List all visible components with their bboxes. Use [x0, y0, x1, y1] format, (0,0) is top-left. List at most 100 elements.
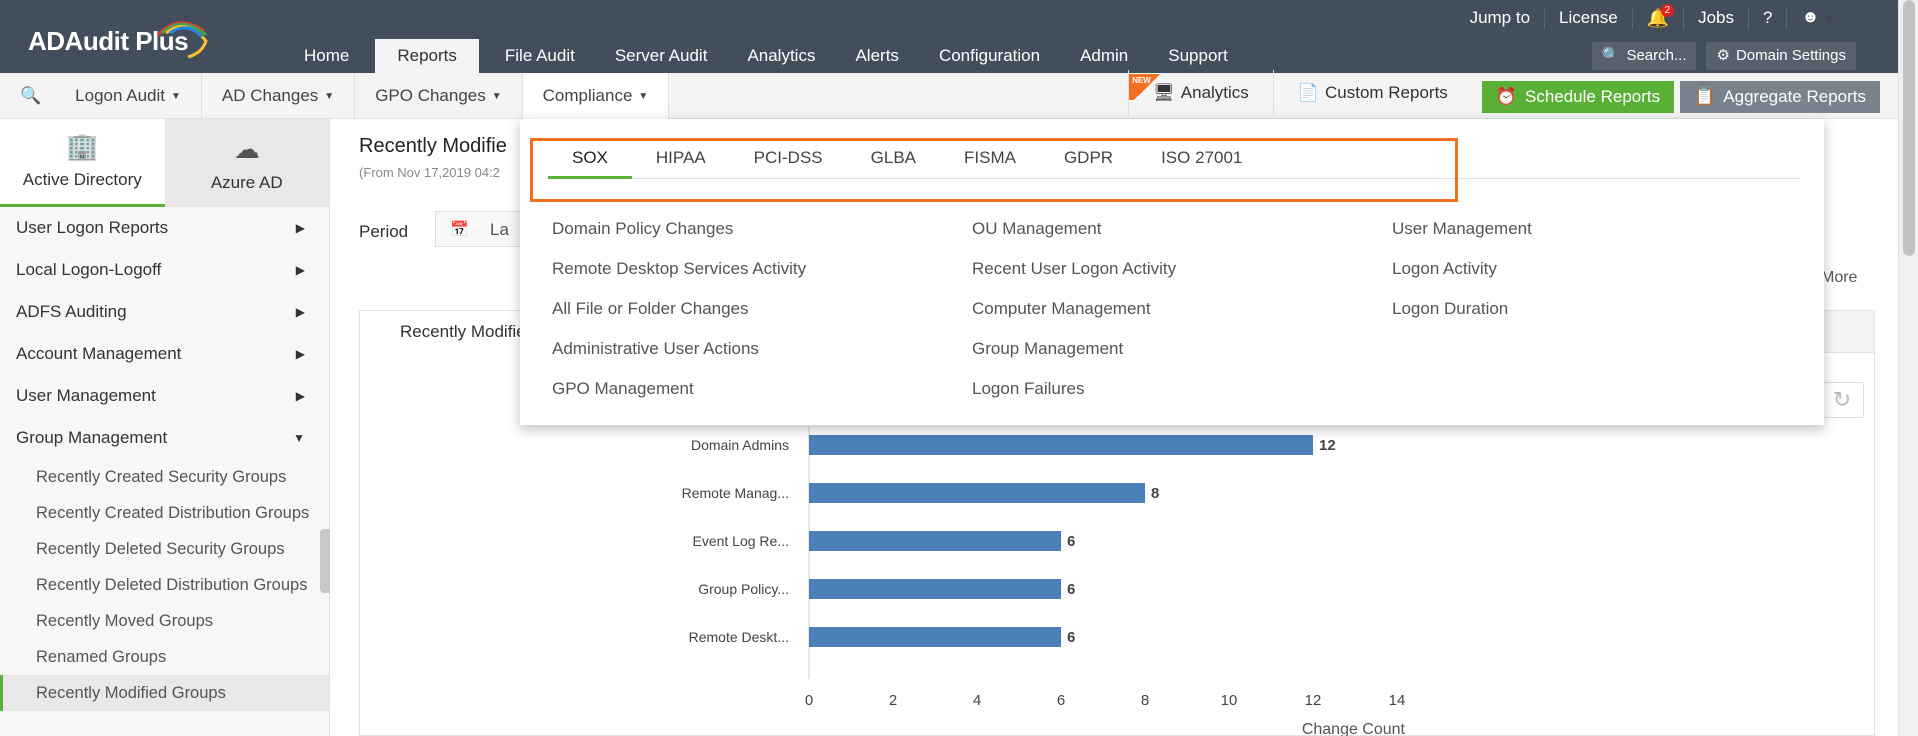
- chevron-down-icon: ▼: [1824, 13, 1834, 25]
- subnav-ad-changes-label: AD Changes: [221, 86, 319, 105]
- nav-admin[interactable]: Admin: [1080, 46, 1129, 65]
- report-link[interactable]: OU Management: [972, 219, 1102, 238]
- page-scrollbar[interactable]: [1898, 0, 1918, 736]
- subnav-gpo-changes[interactable]: GPO Changes ▼: [355, 73, 523, 119]
- nav-file-audit[interactable]: File Audit: [504, 46, 575, 65]
- nav-server-audit[interactable]: Server Audit: [614, 46, 708, 65]
- search-icon: 🔍: [20, 86, 42, 105]
- user-menu[interactable]: ☻ ▼: [1787, 6, 1848, 31]
- chevron-right-icon: ▶: [295, 263, 305, 277]
- report-link[interactable]: Group Management: [972, 339, 1124, 358]
- sidebar-item-recently-created-security-groups[interactable]: Recently Created Security Groups: [36, 468, 287, 486]
- report-link[interactable]: Remote Desktop Services Activity: [552, 259, 807, 278]
- schedule-reports-button[interactable]: ⏰ Schedule Reports: [1481, 81, 1675, 113]
- period-selector[interactable]: 📅 La: [435, 211, 535, 247]
- report-link[interactable]: Logon Activity: [1392, 259, 1497, 278]
- sidebar-item-recently-modified-groups[interactable]: Recently Modified Groups: [0, 675, 329, 711]
- cloud-icon: ☁: [233, 134, 260, 164]
- sidebar-item-recently-moved-groups[interactable]: Recently Moved Groups: [36, 612, 213, 630]
- building-icon: 🏢: [66, 131, 99, 161]
- sidebar-group-account-management[interactable]: Account Management ▶: [0, 333, 329, 375]
- domain-settings-button[interactable]: ⚙ Domain Settings: [1706, 42, 1856, 70]
- tab-pci-dss[interactable]: PCI-DSS: [753, 148, 823, 167]
- nav-home[interactable]: Home: [304, 46, 350, 65]
- tab-gdpr[interactable]: GDPR: [1063, 148, 1114, 167]
- logo-arc-icon: [156, 21, 208, 59]
- sidebar-group-label: User Logon Reports: [16, 218, 169, 237]
- nav-reports[interactable]: Reports: [375, 39, 479, 73]
- sidebar-group-label: ADFS Auditing: [16, 302, 127, 321]
- custom-reports-link[interactable]: 📄 Custom Reports: [1272, 70, 1472, 116]
- sidebar-item-renamed-groups[interactable]: Renamed Groups: [36, 648, 167, 666]
- report-link[interactable]: Recent User Logon Activity: [972, 259, 1177, 278]
- sidebar-item-recently-deleted-distribution-groups[interactable]: Recently Deleted Distribution Groups: [36, 576, 308, 594]
- more-link[interactable]: More: [1821, 269, 1858, 286]
- report-link[interactable]: Domain Policy Changes: [552, 219, 734, 238]
- jobs-link[interactable]: Jobs: [1684, 7, 1749, 29]
- nav-configuration[interactable]: Configuration: [938, 46, 1041, 65]
- jump-to-link[interactable]: Jump to: [1456, 7, 1546, 29]
- compliance-dropdown: SOX HIPAA PCI-DSS GLBA FISMA GDPR ISO 27…: [520, 119, 1824, 425]
- chevron-right-icon: ▶: [295, 305, 305, 319]
- refresh-button[interactable]: ↻: [1820, 382, 1864, 418]
- gear-icon: ⚙: [1716, 47, 1730, 64]
- tab-sox[interactable]: SOX: [548, 147, 632, 179]
- sidebar-group-user-logon-reports[interactable]: User Logon Reports ▶: [0, 207, 329, 249]
- report-link[interactable]: Logon Failures: [972, 379, 1085, 398]
- sidebar-collapse-handle[interactable]: [320, 529, 330, 593]
- aggregate-reports-button[interactable]: 📋 Aggregate Reports: [1680, 81, 1880, 113]
- help-link[interactable]: ?: [1749, 7, 1788, 29]
- report-link[interactable]: Administrative User Actions: [552, 339, 759, 358]
- subnav-logon-audit[interactable]: Logon Audit ▼: [55, 73, 202, 119]
- analytics-link[interactable]: NEW 🖥 Analytics: [1128, 70, 1273, 116]
- new-flag-label: NEW: [1132, 76, 1151, 85]
- subnav-gpo-changes-label: GPO Changes: [375, 86, 486, 105]
- notifications-button[interactable]: 🔔 2: [1633, 3, 1685, 30]
- header-actions: 🔍 Search... ⚙ Domain Settings: [1591, 42, 1856, 70]
- tab-fisma[interactable]: FISMA: [964, 148, 1016, 167]
- chevron-right-icon: ▶: [295, 347, 305, 361]
- report-link[interactable]: All File or Folder Changes: [552, 299, 749, 318]
- sidebar-item-recently-created-distribution-groups[interactable]: Recently Created Distribution Groups: [36, 504, 310, 522]
- sidebar-group-user-management[interactable]: User Management ▶: [0, 375, 329, 417]
- subnav-ad-changes[interactable]: AD Changes ▼: [202, 73, 356, 119]
- nav-alerts[interactable]: Alerts: [855, 46, 899, 65]
- chevron-down-icon: ▼: [491, 90, 502, 102]
- sidebar-group-local-logon-logoff[interactable]: Local Logon-Logoff ▶: [0, 249, 329, 291]
- subnav-compliance[interactable]: Compliance ▼: [522, 73, 670, 119]
- tab-azure-ad-label: Azure AD: [210, 173, 283, 192]
- report-link[interactable]: Computer Management: [972, 299, 1151, 318]
- chevron-right-icon: ▶: [295, 221, 305, 235]
- sidebar-group-adfs-auditing[interactable]: ADFS Auditing ▶: [0, 291, 329, 333]
- chevron-down-icon: ▼: [324, 90, 335, 102]
- sub-nav: 🔍 Logon Audit ▼ AD Changes ▼ GPO Changes…: [0, 73, 670, 119]
- nav-support[interactable]: Support: [1168, 46, 1228, 65]
- calendar-icon: 📅: [450, 221, 469, 238]
- tab-active-directory[interactable]: 🏢 Active Directory: [0, 119, 165, 207]
- report-link[interactable]: GPO Management: [552, 379, 694, 398]
- subnav-compliance-label: Compliance: [542, 86, 633, 105]
- scrollbar-thumb[interactable]: [1903, 0, 1915, 256]
- report-search-button[interactable]: 🔍: [0, 73, 55, 119]
- tab-glba[interactable]: GLBA: [870, 148, 916, 167]
- license-link[interactable]: License: [1545, 7, 1633, 29]
- sidebar-group-label: Local Logon-Logoff: [16, 260, 162, 279]
- sidebar-group-group-management[interactable]: Group Management ▼: [0, 417, 329, 459]
- tab-azure-ad[interactable]: ☁ Azure AD: [164, 119, 329, 207]
- tab-iso-27001[interactable]: ISO 27001: [1161, 148, 1243, 167]
- report-link[interactable]: Logon Duration: [1392, 299, 1509, 318]
- sidebar-group-label: User Management: [16, 386, 156, 405]
- sidebar-item-recently-deleted-security-groups[interactable]: Recently Deleted Security Groups: [36, 540, 285, 558]
- search-button[interactable]: 🔍 Search...: [1591, 42, 1697, 70]
- report-link[interactable]: User Management: [1392, 219, 1532, 238]
- sub-header: 🔍 Logon Audit ▼ AD Changes ▼ GPO Changes…: [0, 70, 1898, 119]
- tab-hipaa[interactable]: HIPAA: [655, 148, 706, 167]
- compliance-column-3: User Management Logon Activity Logon Dur…: [1392, 209, 1812, 409]
- tab-active-directory-label: Active Directory: [22, 170, 142, 189]
- subnav-logon-audit-label: Logon Audit: [75, 86, 165, 105]
- top-header: ADAudit Plus Home Reports File Audit Ser…: [0, 0, 1898, 73]
- sub-header-actions: NEW 🖥 Analytics 📄 Custom Reports ⏰ Sched…: [1128, 70, 1880, 116]
- nav-analytics[interactable]: Analytics: [747, 46, 816, 65]
- chevron-right-icon: ▶: [295, 389, 305, 403]
- aggregate-reports-label: Aggregate Reports: [1723, 87, 1866, 106]
